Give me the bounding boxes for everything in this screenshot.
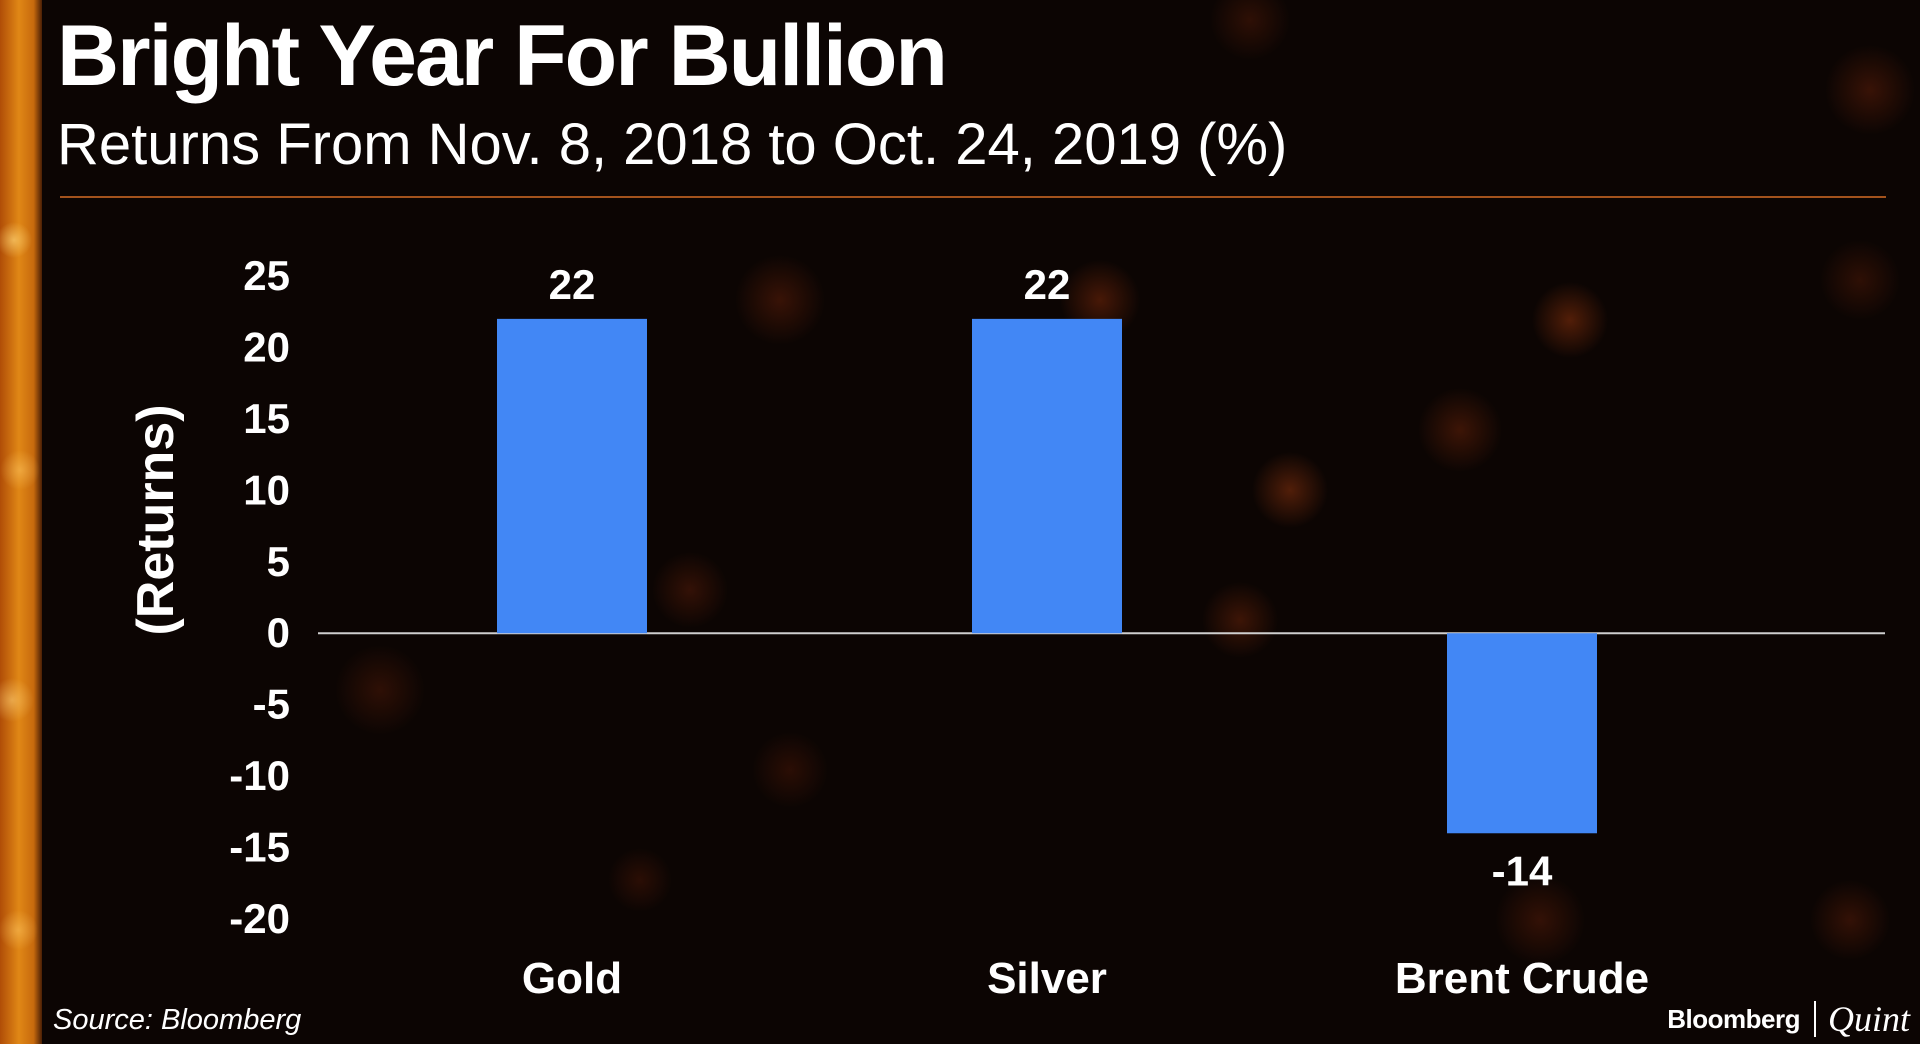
bar-gold bbox=[497, 318, 647, 634]
brand-logo: Bloomberg Quint bbox=[1667, 996, 1910, 1042]
chart-subtitle: Returns From Nov. 8, 2018 to Oct. 24, 20… bbox=[57, 112, 1288, 177]
y-tick-label: -10 bbox=[229, 752, 290, 799]
y-axis-label: (Returns) bbox=[127, 404, 185, 635]
y-axis-ticks: 25 20 15 10 5 0 -5 -10 -15 -20 bbox=[229, 252, 290, 942]
brand-divider bbox=[1813, 1001, 1816, 1037]
bar-group bbox=[497, 318, 1597, 834]
y-tick-label: 10 bbox=[243, 466, 290, 513]
y-tick-label: -15 bbox=[229, 824, 290, 871]
x-category-label: Silver bbox=[987, 954, 1107, 1003]
y-tick-label: 5 bbox=[267, 538, 290, 585]
data-label: 22 bbox=[1024, 261, 1071, 308]
x-category-label: Gold bbox=[522, 954, 622, 1003]
y-tick-label: -5 bbox=[253, 681, 290, 728]
header-divider bbox=[60, 196, 1886, 198]
y-tick-label: -20 bbox=[229, 895, 290, 942]
bar-silver bbox=[972, 318, 1122, 634]
data-label: 22 bbox=[549, 261, 596, 308]
data-labels: 22 22 -14 bbox=[549, 261, 1553, 894]
y-tick-label: 0 bbox=[267, 609, 290, 656]
y-tick-label: 15 bbox=[243, 395, 290, 442]
bloomberg-wordmark: Bloomberg bbox=[1667, 1003, 1800, 1034]
x-category-label: Brent Crude bbox=[1395, 954, 1649, 1003]
quint-wordmark: Quint bbox=[1827, 999, 1910, 1039]
x-axis-categories: Gold Silver Brent Crude bbox=[522, 954, 1649, 1003]
chart-title: Bright Year For Bullion bbox=[57, 8, 948, 104]
y-tick-label: 20 bbox=[243, 323, 290, 370]
data-label: -14 bbox=[1492, 847, 1553, 894]
y-tick-label: 25 bbox=[243, 252, 290, 299]
bar-brent-crude bbox=[1447, 633, 1597, 834]
orange-edge-strip bbox=[0, 0, 42, 1044]
source-note: Source: Bloomberg bbox=[53, 1004, 302, 1036]
